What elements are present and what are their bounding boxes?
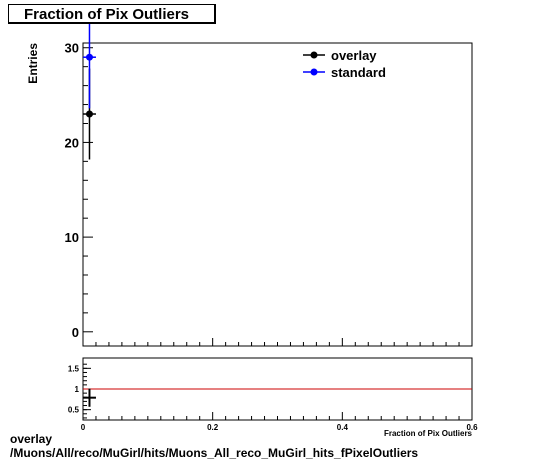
legend-overlay-marker [310, 51, 318, 59]
y-tick-label: 30 [65, 41, 79, 56]
legend-standard-marker [310, 68, 318, 76]
standard-marker [85, 53, 93, 61]
ratio-y-tick-label: 1.5 [68, 364, 80, 373]
legend-overlay-label: overlay [331, 48, 377, 63]
y-tick-label: 20 [65, 135, 79, 150]
legend-standard-label: standard [331, 65, 386, 80]
ratio-y-tick-label: 0.5 [68, 406, 80, 415]
ratio-y-tick-label: 1 [75, 385, 80, 394]
title-box [8, 4, 216, 24]
overlay-marker [85, 110, 93, 118]
footer-label: overlay [10, 432, 53, 446]
chart-title: Fraction of Pix Outliers [24, 6, 190, 23]
footer-path: /Muons/All/reco/MuGirl/hits/Muons_All_re… [10, 446, 419, 460]
x-tick-label: 0.2 [207, 423, 219, 432]
x-tick-label: 0.6 [466, 423, 478, 432]
x-tick-label: 0.4 [337, 423, 349, 432]
y-tick-label: 10 [65, 230, 79, 245]
main-plot-frame [82, 42, 473, 347]
x-axis-label: Fraction of Pix Outliers [384, 429, 473, 438]
x-tick-label: 0 [81, 423, 86, 432]
y-axis-label: Entries [26, 43, 40, 84]
y-tick-label: 0 [72, 325, 79, 340]
